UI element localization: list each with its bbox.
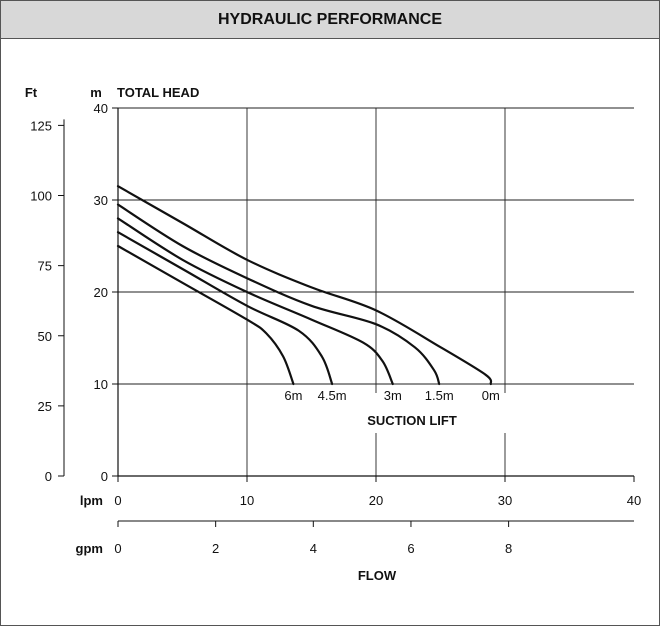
suction-lift-label: SUCTION LIFT — [367, 413, 457, 428]
y-tick-label-m: 0 — [101, 469, 108, 484]
y-tick-label-ft: 0 — [45, 469, 52, 484]
y-tick-label-ft: 75 — [38, 259, 52, 274]
curve-1-5m — [116, 203, 441, 386]
curve-label-1-5m: 1.5m — [425, 388, 454, 403]
grid-lines — [118, 107, 634, 476]
curve-3m — [116, 217, 394, 386]
curve-0m — [116, 185, 493, 386]
y-axis-title: TOTAL HEAD — [117, 85, 199, 100]
y-tick-label-m: 10 — [94, 377, 108, 392]
x-tick-label-gpm: 2 — [212, 541, 219, 556]
y-tick-label-m: 30 — [94, 193, 108, 208]
y-tick-label-m: 20 — [94, 285, 108, 300]
performance-curves — [116, 185, 493, 386]
x-tick-label-lpm: 30 — [498, 493, 512, 508]
curve-label-3m: 3m — [384, 388, 402, 403]
x-unit-primary: lpm — [80, 493, 103, 508]
y-unit-primary: m — [90, 85, 102, 100]
chart-header: HYDRAULIC PERFORMANCE — [1, 1, 659, 39]
curve-4-5m — [116, 231, 334, 386]
y-tick-label-m: 40 — [94, 101, 108, 116]
curve-6m — [116, 244, 295, 386]
y-tick-label-ft: 25 — [38, 399, 52, 414]
x-tick-label-lpm: 0 — [114, 493, 121, 508]
x-axis-title: FLOW — [358, 568, 397, 583]
curve-label-0m: 0m — [482, 388, 500, 403]
x-unit-secondary: gpm — [76, 541, 103, 556]
x-tick-label-gpm: 4 — [310, 541, 317, 556]
y-tick-label-ft: 50 — [38, 329, 52, 344]
curve-label-4-5m: 4.5m — [318, 388, 347, 403]
x-tick-label-gpm: 8 — [505, 541, 512, 556]
x-tick-label-lpm: 20 — [369, 493, 383, 508]
y-unit-secondary: Ft — [25, 85, 38, 100]
x-tick-label-lpm: 40 — [627, 493, 641, 508]
axes — [58, 107, 635, 527]
y-tick-label-ft: 100 — [30, 189, 52, 204]
x-tick-label-gpm: 0 — [114, 541, 121, 556]
x-tick-label-gpm: 6 — [407, 541, 414, 556]
chart-title: HYDRAULIC PERFORMANCE — [218, 10, 442, 28]
chart-labels: Ft m TOTAL HEAD lpm gpm FLOW SUCTION LIF… — [25, 85, 641, 583]
y-tick-label-ft: 125 — [30, 118, 52, 133]
curve-label-6m: 6m — [284, 388, 302, 403]
x-tick-label-lpm: 10 — [240, 493, 254, 508]
